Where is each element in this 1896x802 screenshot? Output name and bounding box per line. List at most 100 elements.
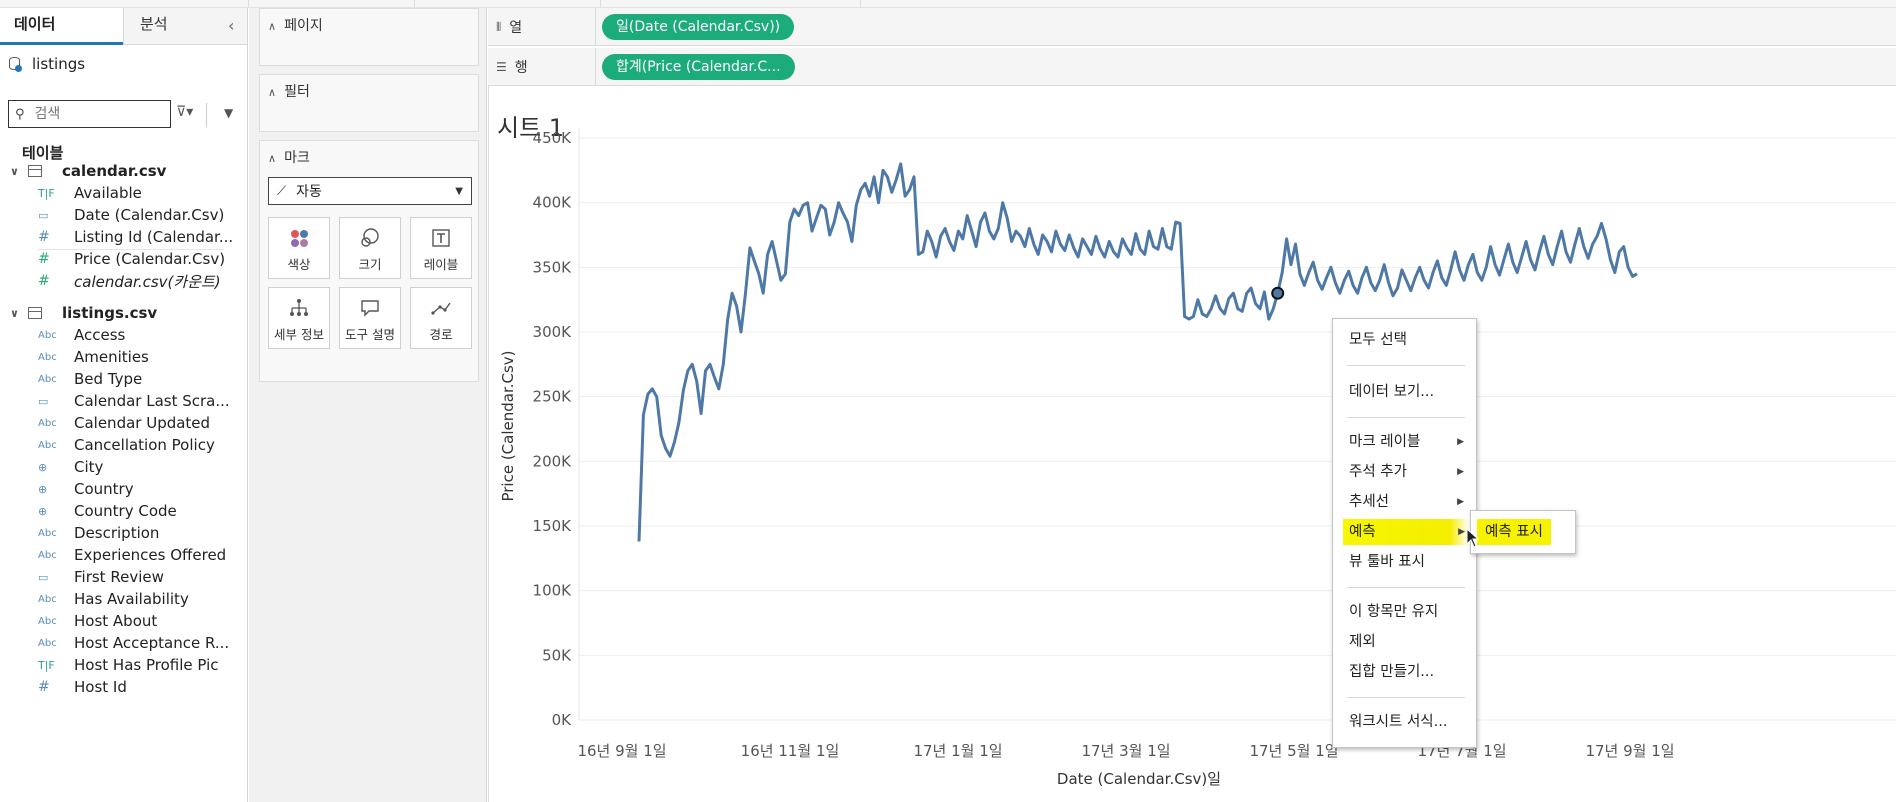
- menu-separator: [1347, 365, 1465, 366]
- field-item[interactable]: T|F Host Has Profile Pic: [38, 654, 219, 676]
- mark-type-select[interactable]: ⟋ 자동 ▼: [268, 177, 472, 205]
- field-name: Has Availability: [74, 590, 189, 608]
- table-name: calendar.csv: [62, 162, 167, 180]
- menu-item-create-set[interactable]: 집합 만들기...: [1333, 659, 1478, 685]
- collapse-caret-icon[interactable]: ∧: [268, 20, 277, 33]
- columns-pill[interactable]: 일(Date (Calendar.Csv)): [602, 14, 795, 40]
- color-button[interactable]: 색상: [268, 217, 330, 279]
- menu-item-label: 추세선: [1349, 494, 1390, 510]
- field-item[interactable]: Abc Amenities: [38, 346, 149, 368]
- menu-item-exclude[interactable]: 제외: [1333, 629, 1478, 655]
- columns-shelf-label: ⦀ 열: [488, 8, 596, 46]
- menu-item-keep-only[interactable]: 이 항목만 유지: [1333, 599, 1478, 625]
- string-icon: Abc: [38, 637, 57, 649]
- field-item[interactable]: ▭ First Review: [38, 566, 164, 588]
- detail-button[interactable]: 세부 정보: [268, 287, 330, 349]
- field-item[interactable]: Abc Host Acceptance R...: [38, 632, 229, 654]
- rows-icon: ☰: [496, 60, 507, 74]
- menu-separator: [1347, 697, 1465, 698]
- chevron-down-icon[interactable]: ∨: [10, 164, 19, 178]
- collapse-caret-icon[interactable]: ∧: [268, 152, 277, 165]
- columns-shelf[interactable]: ⦀ 열 일(Date (Calendar.Csv)): [488, 8, 1896, 46]
- y-tick-label: 200K: [533, 452, 573, 470]
- menu-item-label: 뷰 툴바 표시: [1349, 554, 1425, 570]
- filters-card[interactable]: ∧ 필터: [259, 74, 479, 132]
- field-item[interactable]: T|F Available: [38, 182, 142, 204]
- tooltip-icon: [340, 298, 400, 318]
- pages-card-title: 페이지: [284, 18, 323, 34]
- field-item[interactable]: # calendar.csv(카운트): [38, 270, 221, 292]
- tab-analytics[interactable]: 분석: [123, 8, 223, 45]
- menu-item-show-forecast[interactable]: 예측 표시: [1477, 519, 1551, 545]
- field-item[interactable]: # Host Id: [38, 676, 127, 698]
- menu-item-format-worksheet[interactable]: 워크시트 서식...: [1333, 709, 1478, 735]
- line-chart[interactable]: 0K 50K 100K 150K 200K 250K 300K 350K 400K 450K 16년…: [489, 86, 1896, 802]
- menu-item-view-data[interactable]: 데이터 보기...: [1333, 379, 1478, 405]
- field-item[interactable]: Abc Host About: [38, 610, 157, 632]
- field-item[interactable]: ⊕ Country: [38, 478, 134, 500]
- collapse-caret-icon[interactable]: ∧: [268, 86, 277, 99]
- path-button[interactable]: 경로: [410, 287, 472, 349]
- field-name: Country: [74, 480, 134, 498]
- field-item[interactable]: ▭ Calendar Last Scra...: [38, 390, 230, 412]
- field-item[interactable]: # Price (Calendar.Csv): [38, 248, 225, 270]
- globe-icon: ⊕: [38, 482, 48, 496]
- x-tick-label: 16년 9월 1일: [577, 742, 666, 760]
- divider: [206, 103, 207, 127]
- dropdown-arrow-icon[interactable]: ▼: [224, 106, 234, 120]
- rows-pill[interactable]: 합계(Price (Calendar.C...: [602, 54, 795, 80]
- table-item[interactable]: ∨ calendar.csv: [10, 160, 166, 182]
- field-item[interactable]: Abc Bed Type: [38, 368, 142, 390]
- field-item[interactable]: Abc Description: [38, 522, 159, 544]
- search-input[interactable]: [34, 106, 155, 122]
- menu-item-select-all[interactable]: 모두 선택: [1333, 327, 1478, 353]
- detail-icon: [269, 298, 329, 318]
- field-name: Host Acceptance R...: [74, 634, 230, 652]
- chevron-left-icon[interactable]: ‹: [228, 16, 235, 35]
- field-name: Access: [74, 326, 126, 344]
- menu-item-mark-label[interactable]: 마크 레이블 ▶: [1333, 429, 1478, 455]
- calendar-icon: ▭: [38, 570, 49, 584]
- detail-button-label: 세부 정보: [274, 327, 324, 342]
- field-item[interactable]: Abc Has Availability: [38, 588, 189, 610]
- size-button[interactable]: 크기: [339, 217, 401, 279]
- pages-card[interactable]: ∧ 페이지: [259, 8, 479, 66]
- y-tick-label: 100K: [533, 582, 573, 600]
- filter-icon[interactable]: ⊽▾: [176, 104, 194, 120]
- field-name: Calendar Updated: [74, 414, 211, 432]
- table-item[interactable]: ∨ listings.csv: [10, 302, 157, 324]
- tab-data[interactable]: 데이터: [0, 8, 123, 45]
- menu-item-forecast[interactable]: 예측 ▶: [1343, 519, 1469, 545]
- menu-separator: [1347, 417, 1465, 418]
- field-item[interactable]: ▭ Date (Calendar.Csv): [38, 204, 224, 226]
- menu-item-label: 데이터 보기...: [1349, 384, 1435, 400]
- menu-item-annotate[interactable]: 주석 추가 ▶: [1333, 459, 1478, 485]
- menu-item-show-view-toolbar[interactable]: 뷰 툴바 표시: [1333, 549, 1478, 575]
- label-button[interactable]: 레이블: [410, 217, 472, 279]
- selected-mark: [1271, 286, 1285, 300]
- chevron-down-icon[interactable]: ∨: [10, 306, 19, 320]
- table-name: listings.csv: [62, 304, 158, 322]
- menu-item-trend-lines[interactable]: 추세선 ▶: [1333, 489, 1478, 515]
- columns-icon: ⦀: [496, 19, 502, 34]
- field-item[interactable]: ⊕ Country Code: [38, 500, 177, 522]
- field-item[interactable]: ⊕ City: [38, 456, 103, 478]
- datasource-item[interactable]: listings: [8, 52, 85, 76]
- rows-shelf[interactable]: ☰ 행 합계(Price (Calendar.C...: [488, 48, 1896, 86]
- size-button-label: 크기: [358, 257, 382, 272]
- field-name: Available: [74, 184, 142, 202]
- tooltip-button[interactable]: 도구 설명: [339, 287, 401, 349]
- field-item[interactable]: Abc Cancellation Policy: [38, 434, 215, 456]
- field-item[interactable]: Abc Calendar Updated: [38, 412, 210, 434]
- field-name: Experiences Offered: [74, 546, 227, 564]
- field-item[interactable]: # Listing Id (Calendar...: [38, 226, 233, 248]
- marks-card: ∧ 마크 ⟋ 자동 ▼ 색상 크기 레이블 세부 정보: [259, 140, 479, 382]
- field-item[interactable]: Abc Access: [38, 324, 125, 346]
- field-search-box[interactable]: ⚲: [8, 100, 171, 128]
- path-button-label: 경로: [429, 327, 453, 342]
- field-item[interactable]: Abc Experiences Offered: [38, 544, 226, 566]
- x-tick-label: 17년 1월 1일: [913, 742, 1002, 760]
- field-name: Amenities: [74, 348, 149, 366]
- worksheet-view[interactable]: 시트 1 0K 50K 100K 150K 200K 250K 300K 350K 400K 45…: [488, 86, 1896, 802]
- string-icon: Abc: [38, 439, 57, 451]
